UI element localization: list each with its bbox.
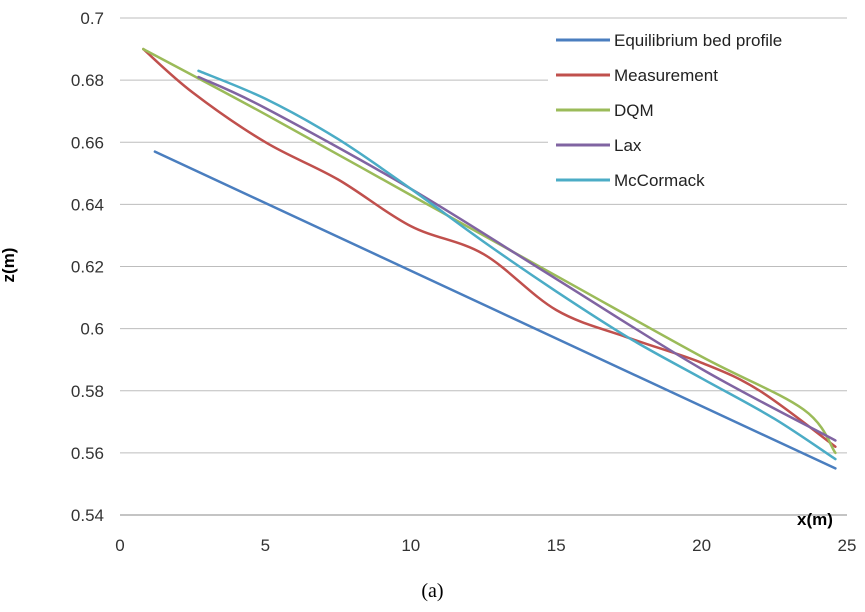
x-tick-label: 0	[115, 536, 124, 555]
x-tick-label: 5	[261, 536, 270, 555]
y-tick-label: 0.64	[71, 195, 104, 214]
legend-entry-measurement: Measurement	[614, 66, 718, 85]
legend-background	[548, 22, 860, 202]
y-tick-label: 0.58	[71, 382, 104, 401]
x-axis-label: x(m)	[797, 510, 833, 529]
y-tick-label: 0.56	[71, 444, 104, 463]
series-line-mccormack	[197, 69, 837, 461]
legend-entry-lax: Lax	[614, 136, 642, 155]
x-tick-label: 25	[838, 536, 857, 555]
figure-caption: (a)	[421, 580, 444, 602]
y-tick-label: 0.62	[71, 258, 104, 277]
legend: Equilibrium bed profile Measurement DQM Lax…	[548, 22, 860, 202]
series-line-measurement	[142, 47, 837, 448]
legend-entry-equilibrium-bed-profile: Equilibrium bed profile	[614, 31, 782, 50]
y-tick-label: 0.68	[71, 71, 104, 90]
series-line-lax	[197, 75, 837, 442]
series-line-equilibrium-bed-profile	[153, 150, 837, 470]
y-tick-label: 0.7	[80, 9, 104, 28]
y-tick-labels: 0.54 0.56 0.58 0.6 0.62 0.64 0.66 0.68 0.7	[71, 9, 104, 525]
gridlines	[120, 17, 847, 516]
y-tick-label: 0.6	[80, 320, 104, 339]
x-tick-labels: 0 5 10 15 20 25	[115, 536, 856, 555]
series-line-dqm	[142, 47, 837, 455]
y-tick-label: 0.54	[71, 506, 104, 525]
legend-entry-mccormack: McCormack	[614, 171, 705, 190]
y-axis-label: z(m)	[0, 248, 18, 283]
series-lines	[142, 47, 837, 470]
y-tick-label: 0.66	[71, 133, 104, 152]
x-tick-label: 15	[547, 536, 566, 555]
legend-entry-dqm: DQM	[614, 101, 654, 120]
x-tick-label: 20	[692, 536, 711, 555]
line-chart: 0.54 0.56 0.58 0.6 0.62 0.64 0.66 0.68 0.7 0 5 10 1…	[0, 9, 860, 555]
x-tick-label: 10	[401, 536, 420, 555]
